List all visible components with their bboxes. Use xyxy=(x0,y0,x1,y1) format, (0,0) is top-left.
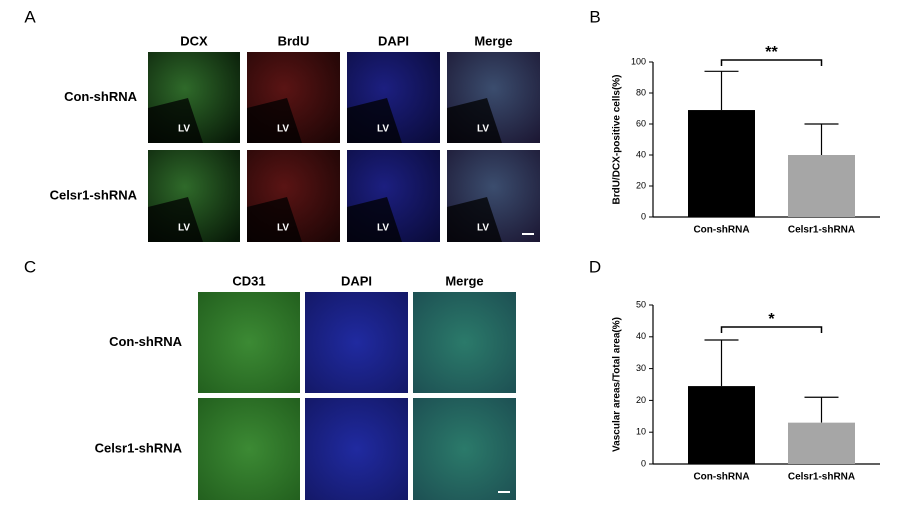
ventricle-region xyxy=(447,197,502,242)
column-header: DAPI xyxy=(341,273,372,288)
bar xyxy=(688,110,755,217)
micrograph xyxy=(413,292,516,393)
y-tick-label: 80 xyxy=(636,87,646,97)
y-tick-label: 60 xyxy=(636,118,646,128)
y-axis-label: Vascular areas/Total area(%) xyxy=(612,317,623,452)
row-label: Con-shRNA xyxy=(109,334,183,349)
image-label: LV xyxy=(178,223,190,234)
image-label: LV xyxy=(477,223,489,234)
image-label: LV xyxy=(277,223,289,234)
y-tick-label: 40 xyxy=(636,149,646,159)
ventricle-region xyxy=(347,98,402,143)
bar xyxy=(688,386,755,464)
micrograph xyxy=(305,292,408,393)
row-label: Celsr1-shRNA xyxy=(50,187,138,202)
column-header: CD31 xyxy=(232,273,265,288)
image-label: LV xyxy=(277,124,289,135)
row-label: Celsr1-shRNA xyxy=(95,440,183,455)
column-header: DCX xyxy=(180,33,208,48)
column-header: Merge xyxy=(445,273,483,288)
ventricle-region xyxy=(148,197,203,242)
row-label: Con-shRNA xyxy=(64,89,138,104)
ventricle-region xyxy=(447,98,502,143)
y-tick-label: 20 xyxy=(636,395,646,405)
ventricle-region xyxy=(247,197,302,242)
significance-bracket xyxy=(720,59,823,66)
image-label: LV xyxy=(377,223,389,234)
y-tick-label: 0 xyxy=(641,458,646,468)
ventricle-region xyxy=(247,98,302,143)
y-tick-label: 50 xyxy=(636,299,646,309)
column-header: BrdU xyxy=(278,33,310,48)
panel-label: B xyxy=(589,7,600,26)
column-header: DAPI xyxy=(378,33,409,48)
micrograph xyxy=(198,398,300,500)
image-label: LV xyxy=(377,124,389,135)
image-label: LV xyxy=(477,124,489,135)
y-tick-label: 40 xyxy=(636,331,646,341)
bar xyxy=(788,422,855,464)
x-tick-label: Con-shRNA xyxy=(693,225,749,236)
bar xyxy=(788,155,855,217)
ventricle-region xyxy=(148,98,203,143)
y-tick-label: 10 xyxy=(636,427,646,437)
significance-label: ** xyxy=(765,44,778,61)
panel-label: C xyxy=(24,257,36,276)
y-tick-label: 20 xyxy=(636,180,646,190)
y-tick-label: 0 xyxy=(641,211,646,221)
y-tick-label: 30 xyxy=(636,363,646,373)
micrograph xyxy=(305,398,408,500)
ventricle-region xyxy=(347,197,402,242)
x-tick-label: Celsr1-shRNA xyxy=(788,225,855,236)
y-axis-label: BrdU/DCX-positive cells(%) xyxy=(612,74,623,204)
column-header: Merge xyxy=(474,33,512,48)
image-label: LV xyxy=(178,124,190,135)
panel-label: D xyxy=(589,257,601,276)
significance-label: * xyxy=(768,311,775,328)
y-tick-label: 100 xyxy=(631,56,646,66)
micrograph xyxy=(198,292,300,393)
micrograph xyxy=(413,398,516,500)
panel-label: A xyxy=(24,7,36,26)
x-tick-label: Celsr1-shRNA xyxy=(788,472,855,483)
significance-bracket xyxy=(720,326,823,333)
x-tick-label: Con-shRNA xyxy=(693,472,749,483)
